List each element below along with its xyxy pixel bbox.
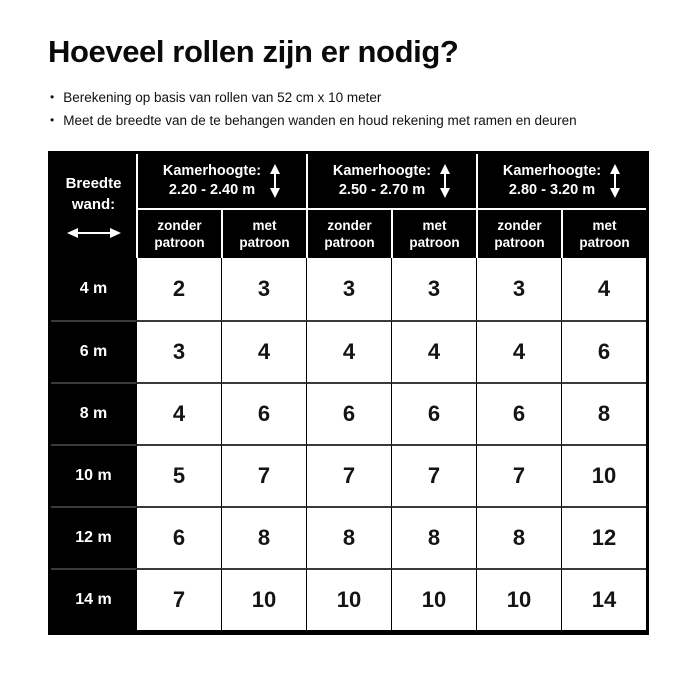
up-down-arrow-icon — [440, 164, 451, 199]
value-cell: 5 — [136, 444, 221, 507]
col-group-range: 2.20 - 2.40 m — [168, 182, 256, 199]
value-cell: 3 — [221, 258, 306, 321]
value-cell: 6 — [136, 506, 221, 569]
col-group-label: Kamerhoogte: — [162, 162, 262, 179]
value-cell: 8 — [561, 382, 646, 445]
up-down-arrow-icon — [610, 164, 621, 199]
value-cell: 8 — [221, 506, 306, 569]
subcolumn-header-met-patroon: met patroon — [391, 208, 476, 259]
value-cell: 6 — [391, 382, 476, 445]
notes-list: Berekening op basis van rollen van 52 cm… — [50, 86, 652, 132]
note-measure-width: Meet de breedte van de te behangen wande… — [50, 109, 652, 132]
col-group-range: 2.50 - 2.70 m — [338, 182, 426, 199]
rolls-needed-table: Breedte wand: Kamerhoogte: 2.20 - 2.40 m… — [48, 151, 649, 636]
value-cell: 7 — [136, 568, 221, 631]
value-cell: 8 — [306, 506, 391, 569]
value-cell: 6 — [561, 320, 646, 383]
row-label: 10 m — [51, 444, 136, 507]
row-label: 6 m — [51, 320, 136, 383]
value-cell: 7 — [221, 444, 306, 507]
value-cell: 10 — [391, 568, 476, 631]
value-cell: 2 — [136, 258, 221, 321]
value-cell: 4 — [561, 258, 646, 321]
value-cell: 3 — [476, 258, 561, 321]
value-cell: 3 — [391, 258, 476, 321]
row-label: 14 m — [51, 568, 136, 631]
col-group-kamerhoogte-280-320: Kamerhoogte: 2.80 - 3.20 m — [476, 154, 646, 209]
value-cell: 14 — [561, 568, 646, 631]
up-down-arrow-icon — [270, 164, 281, 199]
value-cell: 4 — [306, 320, 391, 383]
value-cell: 6 — [221, 382, 306, 445]
col-group-label: Kamerhoogte: — [332, 162, 432, 179]
row-label: 8 m — [51, 382, 136, 445]
col-group-kamerhoogte-220-240: Kamerhoogte: 2.20 - 2.40 m — [136, 154, 306, 209]
subcolumn-header-met-patroon: met patroon — [221, 208, 306, 259]
page-title: Hoeveel rollen zijn er nodig? — [48, 34, 459, 69]
subcolumn-header-zonder-patroon: zonder patroon — [476, 208, 561, 259]
col-group-label: Kamerhoogte: — [502, 162, 602, 179]
value-cell: 8 — [391, 506, 476, 569]
value-cell: 6 — [306, 382, 391, 445]
value-cell: 10 — [561, 444, 646, 507]
note-roll-size: Berekening op basis van rollen van 52 cm… — [50, 86, 652, 109]
row-label: 4 m — [51, 258, 136, 321]
value-cell: 4 — [476, 320, 561, 383]
value-cell: 4 — [221, 320, 306, 383]
infographic-page: Hoeveel rollen zijn er nodig? Berekening… — [0, 0, 700, 635]
corner-header-label: Breedte wand: — [65, 175, 122, 214]
subcolumn-header-met-patroon: met patroon — [561, 208, 646, 259]
value-cell: 3 — [136, 320, 221, 383]
subcolumn-header-zonder-patroon: zonder patroon — [136, 208, 221, 259]
value-cell: 4 — [391, 320, 476, 383]
row-label: 12 m — [51, 506, 136, 569]
corner-header-breedte-wand: Breedte wand: — [51, 154, 136, 259]
value-cell: 10 — [476, 568, 561, 631]
value-cell: 6 — [476, 382, 561, 445]
value-cell: 12 — [561, 506, 646, 569]
value-cell: 7 — [306, 444, 391, 507]
left-right-arrow-icon — [66, 228, 121, 239]
value-cell: 10 — [306, 568, 391, 631]
value-cell: 7 — [476, 444, 561, 507]
value-cell: 7 — [391, 444, 476, 507]
subcolumn-header-zonder-patroon: zonder patroon — [306, 208, 391, 259]
col-group-kamerhoogte-250-270: Kamerhoogte: 2.50 - 2.70 m — [306, 154, 476, 209]
col-group-range: 2.80 - 3.20 m — [508, 182, 596, 199]
value-cell: 4 — [136, 382, 221, 445]
value-cell: 8 — [476, 506, 561, 569]
value-cell: 10 — [221, 568, 306, 631]
value-cell: 3 — [306, 258, 391, 321]
